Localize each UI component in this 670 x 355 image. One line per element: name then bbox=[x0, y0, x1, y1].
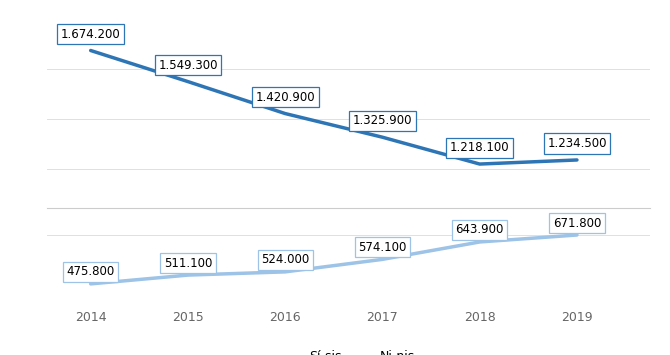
Text: 574.100: 574.100 bbox=[358, 241, 407, 254]
Text: 475.800: 475.800 bbox=[66, 266, 115, 278]
Text: 511.100: 511.100 bbox=[163, 257, 212, 269]
Text: 1.234.500: 1.234.500 bbox=[547, 137, 607, 150]
Text: 1.218.100: 1.218.100 bbox=[450, 141, 509, 154]
Text: 1.420.900: 1.420.900 bbox=[255, 91, 315, 104]
Text: 524.000: 524.000 bbox=[261, 253, 310, 266]
Legend: Sí-sis, Ni-nis: Sí-sis, Ni-nis bbox=[277, 345, 420, 355]
Text: 1.549.300: 1.549.300 bbox=[158, 59, 218, 72]
Text: 1.325.900: 1.325.900 bbox=[352, 114, 412, 127]
Text: 671.800: 671.800 bbox=[553, 217, 601, 230]
Text: 1.674.200: 1.674.200 bbox=[61, 28, 121, 40]
Text: 643.900: 643.900 bbox=[456, 224, 504, 236]
